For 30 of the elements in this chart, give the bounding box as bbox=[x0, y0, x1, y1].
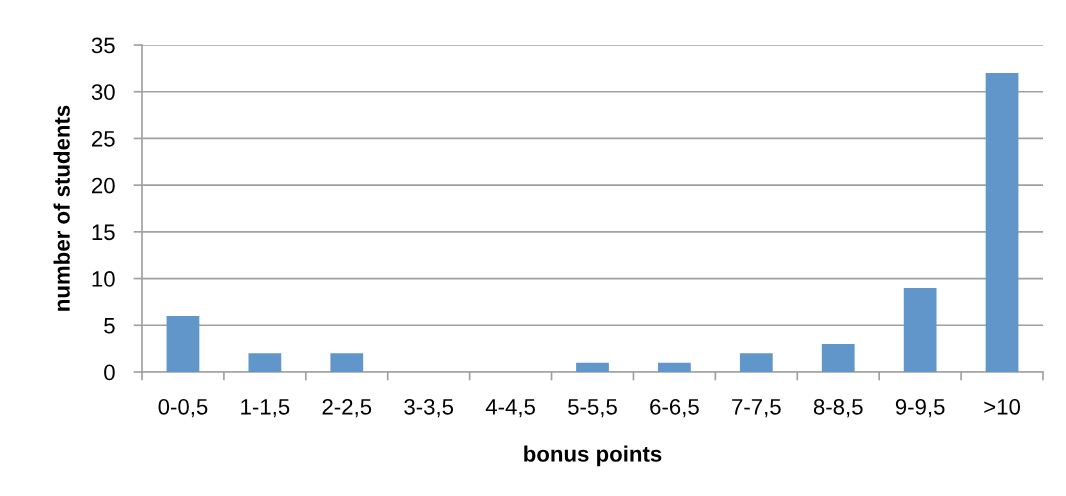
y-tick-label: 5 bbox=[104, 318, 115, 334]
bar bbox=[166, 315, 200, 372]
x-tick-label: 3-3,5 bbox=[404, 398, 454, 418]
x-tick-label: 2-2,5 bbox=[322, 398, 372, 418]
y-tick-label: 25 bbox=[92, 130, 115, 147]
x-tick-label: 1-1,5 bbox=[241, 399, 290, 418]
x-tick-label: 6-6,5 bbox=[650, 398, 699, 418]
y-tick-label: 10 bbox=[92, 271, 115, 287]
x-tick-label: 5-5,5 bbox=[568, 399, 617, 418]
x-tick-label: 0-0,5 bbox=[158, 398, 208, 418]
x-axis-title: bonus points bbox=[524, 445, 662, 467]
x-tick-label: 7-7,5 bbox=[732, 399, 781, 418]
bar bbox=[903, 287, 937, 372]
bar bbox=[658, 362, 691, 372]
x-tick-label: >10 bbox=[984, 398, 1021, 415]
bar bbox=[821, 343, 855, 372]
y-tick-label: 0 bbox=[104, 364, 115, 381]
y-tick-label: 20 bbox=[92, 177, 115, 194]
x-tick-label: 4-4,5 bbox=[485, 399, 535, 418]
bar bbox=[576, 362, 609, 372]
x-tick-label: 8-8,5 bbox=[813, 398, 863, 418]
bar bbox=[330, 353, 364, 372]
x-tick-label: 9-9,5 bbox=[895, 398, 945, 418]
bar bbox=[248, 353, 282, 372]
y-axis-title: number of students bbox=[53, 105, 70, 311]
y-tick-label: 15 bbox=[92, 224, 115, 241]
y-tick-label: 35 bbox=[91, 37, 115, 54]
bar bbox=[985, 73, 1019, 372]
bar bbox=[739, 353, 773, 372]
y-tick-label: 30 bbox=[91, 84, 115, 100]
